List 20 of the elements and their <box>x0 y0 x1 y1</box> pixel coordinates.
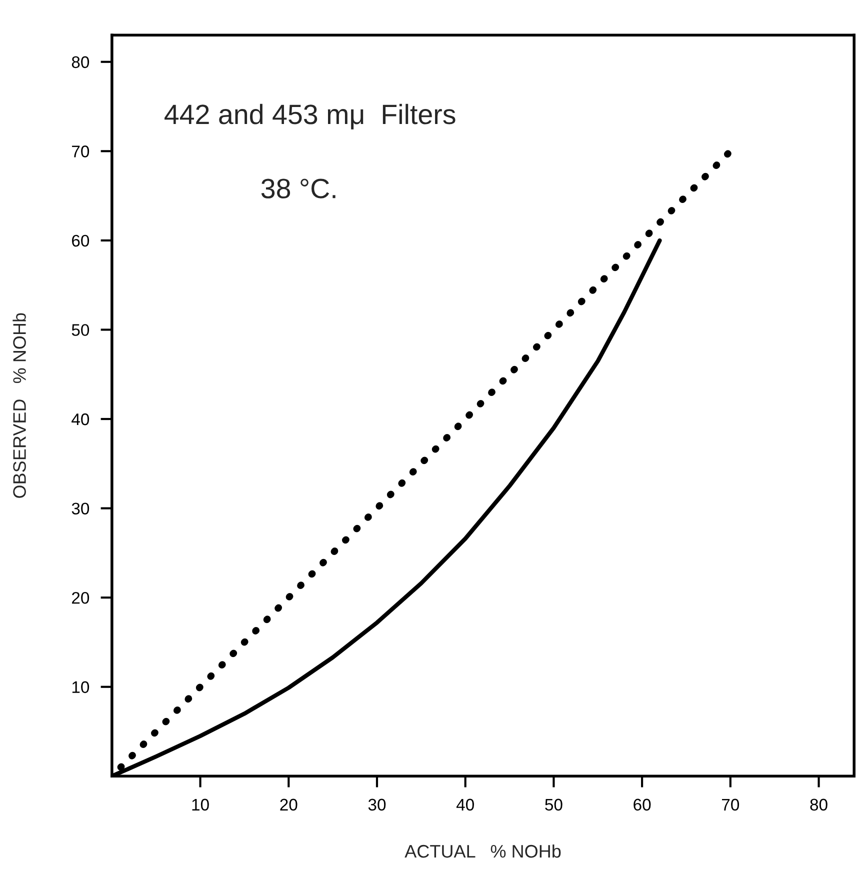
x-tick-label: 50 <box>545 798 562 811</box>
y-tick-label: 20 <box>72 592 90 604</box>
x-tick-label: 40 <box>456 798 474 811</box>
x-tick-label: 80 <box>810 798 828 811</box>
y-tick-label: 40 <box>72 413 90 426</box>
y-tick-label: 10 <box>72 681 90 694</box>
x-axis-title: ACTUAL % NOHb <box>404 844 561 858</box>
annotation: 38 °C. <box>261 178 336 198</box>
x-tick-label: 30 <box>368 798 386 811</box>
y-tick-label: 30 <box>72 502 90 514</box>
x-tick-label: 70 <box>722 798 740 811</box>
y-tick-label: 70 <box>72 146 90 158</box>
annotation: 442 and 453 mμ Filters <box>164 104 456 130</box>
x-tick-label: 60 <box>634 798 651 811</box>
y-tick-label: 60 <box>72 234 90 247</box>
y-tick-label: 50 <box>72 324 90 336</box>
x-tick-label: 20 <box>280 798 298 811</box>
x-tick-label: 10 <box>192 798 209 811</box>
y-tick-label: 80 <box>72 56 90 68</box>
y-axis-title: OBSERVED % NOHb <box>12 313 26 498</box>
